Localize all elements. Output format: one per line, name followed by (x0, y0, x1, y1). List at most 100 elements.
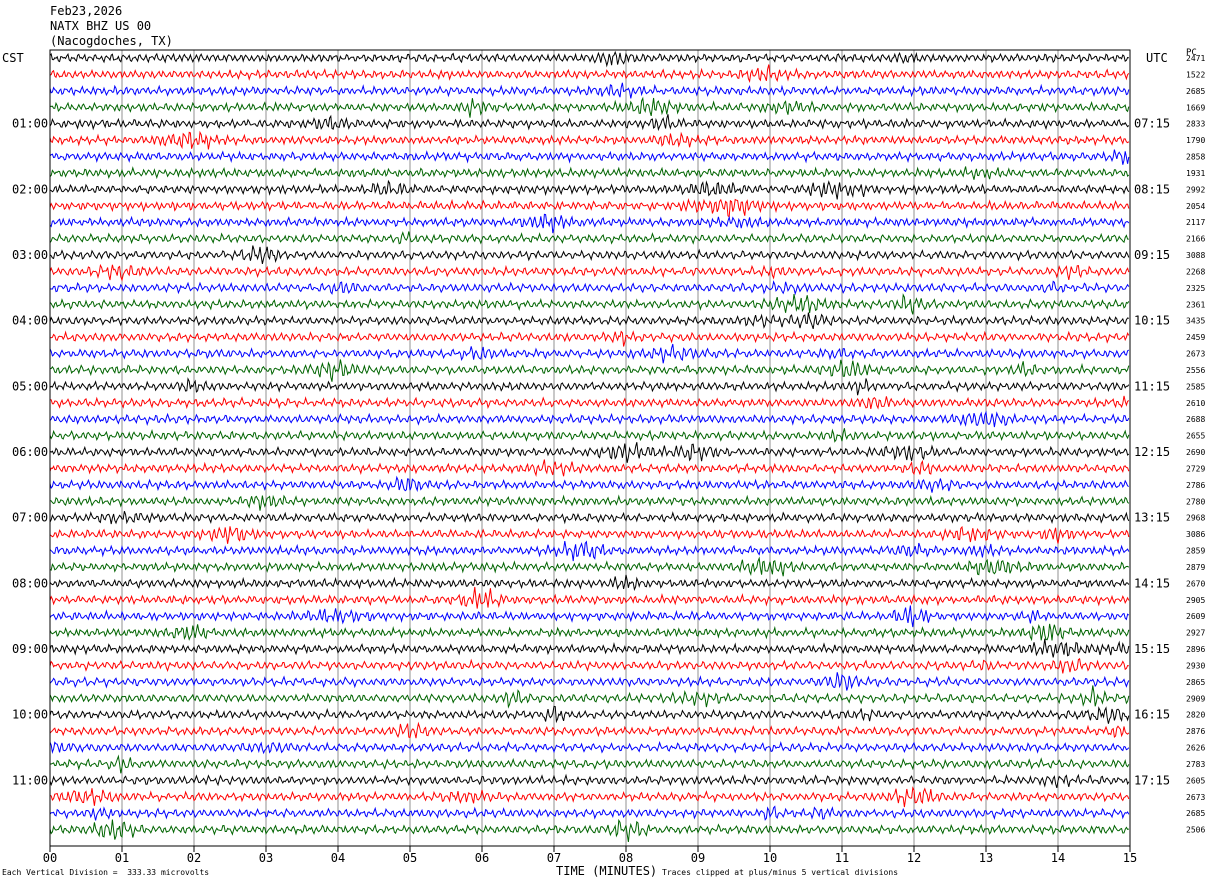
trace-count-label: 2783 (1186, 760, 1205, 769)
seismic-trace (49, 556, 1130, 577)
plot-frame (49, 49, 1131, 847)
seismic-trace (49, 130, 1130, 150)
trace-count-label: 2054 (1186, 202, 1205, 211)
seismic-trace (49, 623, 1130, 642)
seismic-trace (49, 410, 1130, 428)
seismic-trace (49, 96, 1130, 118)
trace-count-label: 3088 (1186, 251, 1205, 260)
trace-count-label: 2459 (1186, 333, 1205, 342)
trace-count-label: 2833 (1186, 120, 1205, 129)
trace-count-label: 2117 (1186, 218, 1205, 227)
trace-count-label: 2786 (1186, 481, 1205, 490)
seismic-trace (49, 685, 1130, 709)
seismic-trace (49, 198, 1130, 218)
trace-count-label: 2506 (1186, 826, 1205, 835)
trace-count-label: 2361 (1186, 300, 1205, 309)
cst-hour-label: 07:00 (12, 511, 48, 525)
x-tick-label: 00 (43, 851, 57, 865)
seismic-trace (49, 540, 1130, 562)
seismic-trace (49, 263, 1130, 282)
seismic-trace (50, 754, 1130, 774)
seismic-trace (49, 773, 1130, 789)
seismic-trace (49, 330, 1130, 347)
x-tick-label: 12 (907, 851, 921, 865)
seismic-trace (49, 511, 1130, 525)
seismic-trace (49, 786, 1130, 808)
seismic-trace (49, 149, 1130, 165)
seismic-trace (49, 721, 1130, 739)
trace-count-label: 2673 (1186, 793, 1205, 802)
trace-count-label: 2859 (1186, 547, 1205, 556)
clip-note: Traces clipped at plus/minus 5 vertical … (662, 868, 899, 877)
trace-count-label: 2729 (1186, 464, 1205, 473)
trace-count-label: 2610 (1186, 399, 1205, 408)
trace-count-label: 1931 (1186, 169, 1205, 178)
trace-count-label: 2685 (1186, 809, 1205, 818)
trace-count-label: 2865 (1186, 678, 1205, 687)
cst-hour-label: 11:00 (12, 773, 48, 787)
seismic-trace (49, 50, 1129, 68)
trace-count-label: 3086 (1186, 530, 1205, 539)
trace-count-label: 2968 (1186, 514, 1205, 523)
cst-hour-label: 04:00 (12, 314, 48, 328)
utc-hour-label: 13:15 (1134, 511, 1170, 525)
seismic-trace (49, 82, 1130, 99)
trace-count-label: 1790 (1186, 136, 1205, 145)
x-axis-title: TIME (MINUTES) (556, 864, 658, 878)
x-tick-label: 04 (331, 851, 345, 865)
seismic-trace (49, 818, 1129, 842)
trace-count-label: 2992 (1186, 185, 1205, 194)
utc-hour-label: 17:15 (1134, 773, 1170, 787)
seismic-trace (49, 377, 1130, 396)
trace-count-label: 2905 (1186, 596, 1205, 605)
trace-count-label: 2909 (1186, 694, 1205, 703)
utc-hour-label: 12:15 (1134, 445, 1170, 459)
trace-count-label: 2605 (1186, 776, 1205, 785)
x-tick-label: 10 (763, 851, 777, 865)
cst-hour-label: 09:00 (12, 642, 48, 656)
trace-count-label: 2896 (1186, 645, 1205, 654)
seismic-trace (49, 312, 1129, 330)
x-tick-label: 09 (691, 851, 705, 865)
utc-hour-label: 10:15 (1134, 314, 1170, 328)
trace-count-label: 2325 (1186, 284, 1205, 293)
right-timezone-label: UTC (1146, 51, 1168, 65)
utc-hour-label: 15:15 (1134, 642, 1170, 656)
seismic-trace (49, 605, 1130, 628)
trace-count-label: 2930 (1186, 661, 1205, 670)
trace-count-label: 2670 (1186, 579, 1205, 588)
right-column-code: PC (1186, 48, 1197, 58)
utc-hour-label: 16:15 (1134, 708, 1170, 722)
trace-count-label: 3435 (1186, 317, 1205, 326)
seismic-trace (49, 343, 1130, 364)
seismic-trace (49, 166, 1130, 180)
seismic-trace (49, 428, 1130, 443)
chart-axes: 00 01 02 03 04 05 06 07 08 09 10 11 12 13 14 15 2471 1522… (12, 49, 1205, 865)
seismic-trace (49, 740, 1130, 755)
utc-hour-label: 14:15 (1134, 576, 1170, 590)
seismic-trace (49, 586, 1130, 609)
trace-count-label: 2688 (1186, 415, 1205, 424)
trace-count-label: 2556 (1186, 366, 1205, 375)
seismic-trace (49, 179, 1130, 200)
x-tick-label: 03 (259, 851, 273, 865)
seismic-trace (49, 245, 1130, 265)
trace-count-label: 2879 (1186, 563, 1205, 572)
cst-hour-label: 08:00 (12, 576, 48, 590)
cst-hour-label: 06:00 (12, 445, 48, 459)
seismic-trace (49, 657, 1129, 674)
utc-hour-label: 11:15 (1134, 379, 1170, 393)
trace-count-label: 2166 (1186, 235, 1205, 244)
x-tick-label: 13 (979, 851, 993, 865)
x-tick-label: 15 (1123, 851, 1137, 865)
seismic-trace (49, 114, 1130, 132)
trace-count-label: 2585 (1186, 382, 1205, 391)
trace-count-label: 1522 (1186, 70, 1205, 79)
seismic-trace (49, 64, 1130, 84)
utc-hour-label: 07:15 (1134, 117, 1170, 131)
trace-count-label: 2471 (1186, 54, 1205, 63)
trace-count-label: 2690 (1186, 448, 1205, 457)
x-tick-label: 02 (187, 851, 201, 865)
plot-date: Feb23,2026 (50, 4, 123, 18)
seismic-trace (49, 494, 1130, 511)
